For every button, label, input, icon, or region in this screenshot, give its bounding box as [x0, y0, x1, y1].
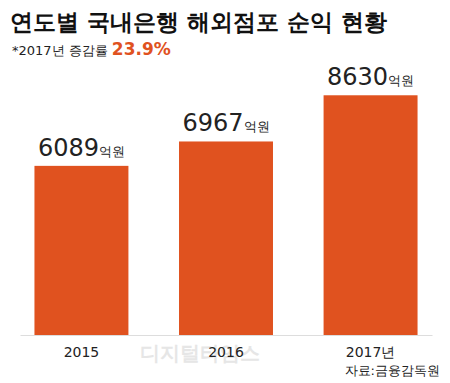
data-label: 6089억원: [38, 134, 125, 162]
bar: [179, 141, 273, 335]
x-tick: 2016: [208, 335, 244, 360]
subtitle: *2017년 증감률 23.9%: [12, 39, 171, 59]
x-axis: 2015 2016 2017년: [21, 335, 433, 360]
bars: [34, 95, 417, 335]
x-tick-label: 2015: [64, 344, 100, 360]
title: 연도별 국내은행 해외점포 순익 현황: [10, 9, 387, 35]
x-tick-label: 2017년: [346, 344, 396, 360]
data-label: 6967억원: [182, 109, 269, 137]
background: [0, 0, 450, 383]
data-labels: 6089억원 6967억원 8630억원: [38, 63, 414, 162]
bar: [34, 166, 128, 335]
data-label: 8630억원: [327, 63, 414, 91]
x-tick: 2017년: [346, 335, 396, 360]
bar: [324, 95, 418, 335]
x-tick-label: 2016: [208, 344, 244, 360]
source: 자료:금융감독원: [345, 363, 440, 378]
x-tick: 2015: [64, 335, 100, 360]
watermark: 디지털타임스: [140, 341, 260, 365]
x-axis-line: [21, 335, 433, 336]
